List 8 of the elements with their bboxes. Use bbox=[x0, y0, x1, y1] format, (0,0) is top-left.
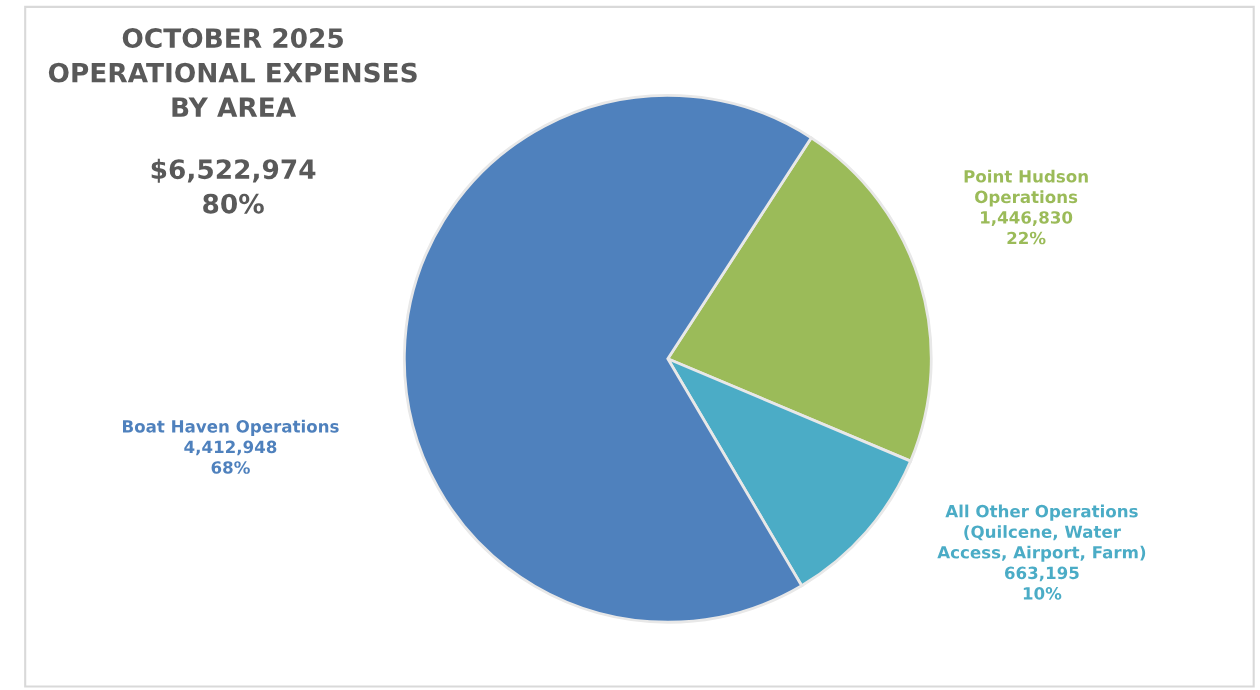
data-label: 663,195 10% bbox=[1004, 566, 1079, 600]
slice-label: Point Hudson Operations bbox=[964, 169, 1088, 207]
data-label: 1,446,830 22% bbox=[981, 211, 1073, 245]
slice-label: Boat Haven Operations bbox=[123, 419, 339, 436]
chart-title: OCTOBER 2025 OPERATIONAL EXPENSES BY AREA bbox=[48, 28, 417, 117]
text: $6,522,974 80% bbox=[151, 158, 316, 214]
slice-label: All Other Operations (Quilcene, Water Access, Airport, Farm) bbox=[937, 504, 1146, 562]
data-label: 4,412,948 68% bbox=[184, 440, 277, 474]
